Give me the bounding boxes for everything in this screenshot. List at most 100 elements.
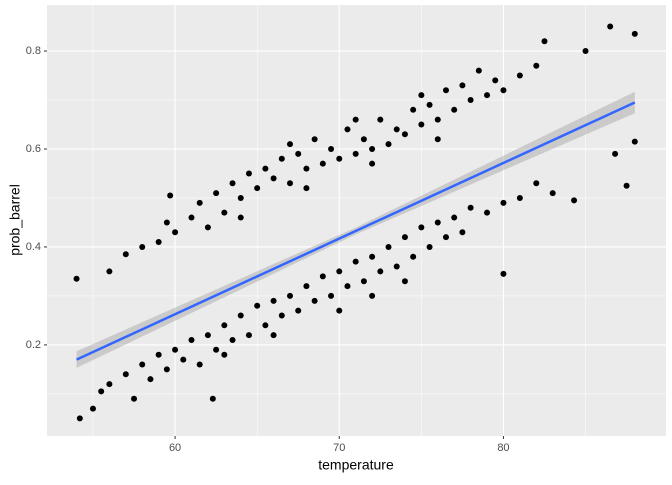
- point: [336, 307, 343, 314]
- point: [401, 278, 408, 285]
- point: [287, 180, 294, 187]
- point: [385, 141, 392, 148]
- point: [492, 77, 499, 84]
- x-tick-label: 70: [333, 442, 345, 454]
- point: [155, 239, 162, 246]
- point: [451, 214, 458, 221]
- point: [204, 332, 211, 339]
- point: [98, 388, 105, 395]
- point: [254, 302, 261, 309]
- point: [295, 150, 302, 157]
- point: [180, 356, 187, 363]
- point: [451, 106, 458, 113]
- point: [245, 170, 252, 177]
- point: [278, 155, 285, 162]
- point: [533, 62, 540, 69]
- point: [360, 278, 367, 285]
- point: [163, 366, 170, 373]
- point: [196, 361, 203, 368]
- point: [167, 192, 174, 199]
- point: [270, 175, 277, 182]
- point: [262, 322, 269, 329]
- point: [434, 219, 441, 226]
- point: [254, 185, 261, 192]
- point: [426, 243, 433, 250]
- point: [344, 126, 351, 133]
- point: [459, 82, 466, 89]
- point: [571, 197, 578, 204]
- fit-line: [76, 101, 636, 361]
- y-tick-label: 0.4: [26, 241, 41, 253]
- point: [459, 229, 466, 236]
- point: [607, 23, 614, 30]
- point: [172, 229, 179, 236]
- point: [475, 67, 482, 74]
- point: [434, 116, 441, 123]
- x-tick-label: 80: [497, 442, 509, 454]
- point: [89, 405, 96, 412]
- x-axis-title: temperature: [318, 457, 394, 473]
- y-axis-title: prob_barrel: [7, 184, 23, 256]
- point: [393, 126, 400, 133]
- point: [237, 194, 244, 201]
- point: [303, 283, 310, 290]
- point: [344, 283, 351, 290]
- point: [401, 131, 408, 138]
- point: [500, 87, 507, 94]
- point: [270, 297, 277, 304]
- point: [401, 234, 408, 241]
- point: [229, 180, 236, 187]
- point: [131, 395, 138, 402]
- point: [336, 268, 343, 275]
- point: [139, 361, 146, 368]
- point: [369, 160, 376, 167]
- point: [516, 194, 523, 201]
- point: [541, 38, 548, 45]
- point: [303, 185, 310, 192]
- point: [278, 312, 285, 319]
- point: [311, 136, 318, 143]
- point: [418, 224, 425, 231]
- point: [221, 351, 228, 358]
- point: [352, 116, 359, 123]
- point: [631, 30, 638, 37]
- point: [623, 182, 630, 189]
- point: [377, 116, 384, 123]
- point: [442, 87, 449, 94]
- point: [533, 180, 540, 187]
- point: [467, 204, 474, 211]
- point: [434, 136, 441, 143]
- point: [188, 214, 195, 221]
- point: [319, 160, 326, 167]
- point: [172, 346, 179, 353]
- point: [122, 371, 129, 378]
- point: [237, 312, 244, 319]
- point: [516, 72, 523, 79]
- point: [352, 258, 359, 265]
- point: [221, 209, 228, 216]
- point: [393, 263, 400, 270]
- panel: [47, 5, 666, 436]
- point: [410, 106, 417, 113]
- point: [410, 253, 417, 260]
- point: [631, 138, 638, 145]
- point: [229, 337, 236, 344]
- point: [303, 165, 310, 172]
- point: [106, 268, 113, 275]
- point: [287, 292, 294, 299]
- point: [147, 376, 154, 383]
- point: [76, 415, 83, 422]
- point: [352, 150, 359, 157]
- point: [262, 165, 269, 172]
- point: [204, 224, 211, 231]
- point: [328, 292, 335, 299]
- point: [196, 199, 203, 206]
- point: [106, 381, 113, 388]
- point: [369, 292, 376, 299]
- point: [163, 219, 170, 226]
- point: [500, 270, 507, 277]
- x-tick-label: 60: [169, 442, 181, 454]
- point: [155, 351, 162, 358]
- point: [287, 141, 294, 148]
- point: [245, 332, 252, 339]
